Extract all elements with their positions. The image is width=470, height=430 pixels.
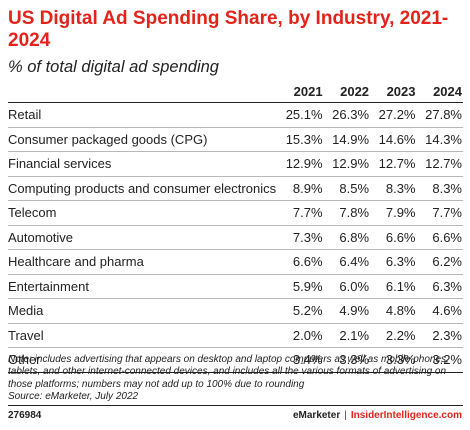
- value-cell-2022: 2.1%: [323, 323, 371, 348]
- value-cell-2021: 5.9%: [277, 274, 324, 299]
- header-row: 2021 2022 2023 2024: [8, 80, 463, 103]
- table-row: Financial services 12.9% 12.9% 12.7% 12.7%: [8, 151, 463, 177]
- value-cell-2022: 7.8%: [323, 200, 371, 226]
- value-cell-2023: 6.6%: [370, 225, 417, 250]
- row-label: Retail: [8, 102, 278, 128]
- value-cell-2022: 12.9%: [323, 151, 371, 177]
- value-cell-2024: 14.3%: [416, 127, 463, 152]
- header-year-2023: 2023: [370, 80, 417, 103]
- chart-subtitle: % of total digital ad spending: [8, 58, 219, 76]
- figure-id: 276984: [8, 410, 42, 421]
- brand-insider: InsiderIntelligence.com: [350, 410, 462, 421]
- row-label: Healthcare and pharma: [8, 249, 278, 275]
- footnote: Note: includes advertising that appears …: [8, 354, 466, 403]
- value-cell-2022: 6.8%: [323, 225, 371, 250]
- footer-divider: [8, 405, 463, 406]
- value-cell-2024: 4.6%: [416, 298, 463, 324]
- value-cell-2022: 4.9%: [323, 298, 371, 324]
- value-cell-2021: 2.0%: [277, 323, 324, 348]
- row-label: Other: [8, 347, 278, 373]
- table-row: Consumer packaged goods (CPG) 15.3% 14.9% 1…: [8, 127, 463, 152]
- value-cell-2024: 27.8%: [416, 102, 463, 128]
- value-cell-2022: 14.9%: [323, 127, 371, 152]
- value-cell-2023: 8.3%: [370, 176, 417, 201]
- value-cell-2021: 7.3%: [277, 225, 324, 250]
- table-body: Retail 25.1% 26.3% 27.2% 27.8% Consumer packa…: [8, 102, 463, 373]
- row-label: Computing products and consumer electron…: [8, 176, 278, 201]
- table-row: Computing products and consumer electron…: [8, 176, 463, 201]
- value-cell-2023: 3.3%: [370, 347, 417, 373]
- value-cell-2024: 6.6%: [416, 225, 463, 250]
- value-cell-2024: 6.3%: [416, 274, 463, 299]
- value-cell-2024: 12.7%: [416, 151, 463, 177]
- value-cell-2022: 26.3%: [323, 102, 371, 128]
- value-cell-2023: 4.8%: [370, 298, 417, 324]
- table-row: Other 3.4% 3.3% 3.3% 3.2%: [8, 347, 463, 373]
- value-cell-2022: 6.4%: [323, 249, 371, 275]
- table-row: Automotive 7.3% 6.8% 6.6% 6.6%: [8, 225, 463, 250]
- row-label: Automotive: [8, 225, 278, 250]
- value-cell-2021: 6.6%: [277, 249, 324, 275]
- value-cell-2023: 2.2%: [370, 323, 417, 348]
- table-row: Retail 25.1% 26.3% 27.2% 27.8%: [8, 102, 463, 128]
- brand-separator: |: [344, 410, 347, 421]
- brand-emarketer: eMarketer: [292, 410, 341, 421]
- row-label: Telecom: [8, 200, 278, 226]
- row-label: Financial services: [8, 151, 278, 177]
- value-cell-2024: 6.2%: [416, 249, 463, 275]
- value-cell-2024: 3.2%: [416, 347, 463, 373]
- value-cell-2023: 27.2%: [370, 102, 417, 128]
- header-year-2021: 2021: [277, 80, 324, 103]
- value-cell-2023: 6.1%: [370, 274, 417, 299]
- header-year-2024: 2024: [416, 80, 463, 103]
- value-cell-2021: 7.7%: [277, 200, 324, 226]
- value-cell-2024: 7.7%: [416, 200, 463, 226]
- source-text: Source: eMarketer, July 2022: [8, 390, 139, 402]
- row-label: Travel: [8, 323, 278, 348]
- table-row: Telecom 7.7% 7.8% 7.9% 7.7%: [8, 200, 463, 226]
- table-row: Healthcare and pharma 6.6% 6.4% 6.3% 6.2%: [8, 249, 463, 275]
- note-text: Note: includes advertising that appears …: [8, 354, 449, 390]
- brand-credit: eMarketer | InsiderIntelligence.com: [293, 410, 462, 421]
- value-cell-2023: 12.7%: [370, 151, 417, 177]
- row-label: Entertainment: [8, 274, 278, 299]
- data-table: 2021 2022 2023 2024 Retail 25.1% 26.3% 27.2…: [8, 80, 463, 373]
- value-cell-2022: 6.0%: [323, 274, 371, 299]
- value-cell-2021: 5.2%: [277, 298, 324, 324]
- value-cell-2023: 14.6%: [370, 127, 417, 152]
- header-label-cell: [8, 80, 278, 103]
- value-cell-2021: 12.9%: [277, 151, 324, 177]
- value-cell-2021: 25.1%: [277, 102, 324, 128]
- value-cell-2023: 7.9%: [370, 200, 417, 226]
- value-cell-2024: 2.3%: [416, 323, 463, 348]
- value-cell-2022: 8.5%: [323, 176, 371, 201]
- header-year-2022: 2022: [323, 80, 371, 103]
- value-cell-2021: 3.4%: [277, 347, 324, 373]
- table-row: Travel 2.0% 2.1% 2.2% 2.3%: [8, 323, 463, 348]
- row-label: Media: [8, 298, 278, 324]
- table-row: Media 5.2% 4.9% 4.8% 4.6%: [8, 298, 463, 324]
- value-cell-2023: 6.3%: [370, 249, 417, 275]
- value-cell-2021: 15.3%: [277, 127, 324, 152]
- value-cell-2024: 8.3%: [416, 176, 463, 201]
- table-row: Entertainment 5.9% 6.0% 6.1% 6.3%: [8, 274, 463, 299]
- chart-title: US Digital Ad Spending Share, by Industr…: [8, 8, 449, 51]
- value-cell-2022: 3.3%: [323, 347, 371, 373]
- row-label: Consumer packaged goods (CPG): [8, 127, 278, 152]
- value-cell-2021: 8.9%: [277, 176, 324, 201]
